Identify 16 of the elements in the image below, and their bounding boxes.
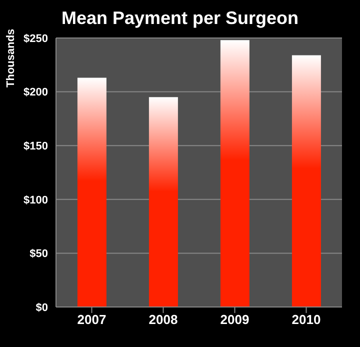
bar [77, 78, 106, 307]
chart-title: Mean Payment per Surgeon [60, 8, 300, 29]
y-tick-label: $200 [24, 86, 48, 99]
x-tick-label: 2010 [292, 312, 321, 328]
bar [292, 55, 321, 307]
bar [220, 40, 250, 307]
y-tick-label: $250 [24, 32, 48, 45]
x-tick-label: 2007 [77, 312, 106, 328]
y-tick-label: $0 [36, 302, 48, 314]
y-tick-label: $100 [24, 194, 48, 206]
y-tick-label: $50 [30, 248, 48, 260]
y-tick-label: $150 [24, 140, 48, 153]
y-axis-title: Thousands [4, 28, 17, 88]
x-tick-label: 2008 [148, 312, 178, 328]
x-tick-label: 2009 [220, 312, 250, 328]
bar [148, 97, 178, 307]
